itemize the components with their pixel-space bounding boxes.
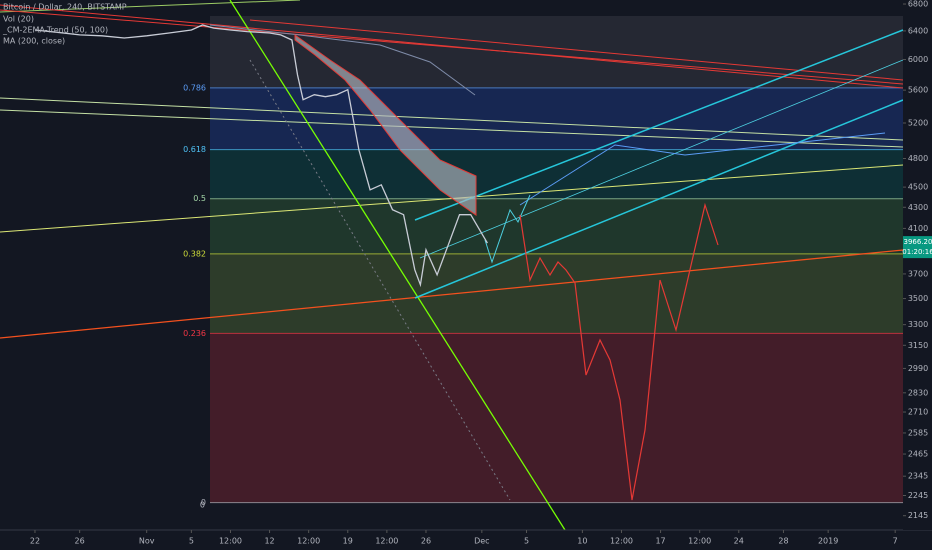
channel-line (419, 59, 904, 259)
x-tick-label: Dec (474, 537, 489, 546)
trend-line (229, 0, 566, 531)
y-tick-label: 5200 (908, 118, 928, 127)
y-tick-label: 2585 (908, 428, 928, 437)
channel-line (414, 29, 904, 221)
x-tick-label: Nov (139, 537, 155, 546)
trend-line (0, 97, 904, 141)
fib-label: 0.236 (183, 329, 206, 338)
x-tick-label: 7 (893, 537, 898, 546)
trend-line (0, 249, 904, 339)
x-tick-label: 26 (421, 537, 431, 546)
y-tick-label: 2465 (908, 450, 928, 459)
x-tick-label: 12:00 (375, 537, 398, 546)
y-tick-label: 2245 (908, 491, 928, 500)
y-tick-label: 3700 (908, 269, 928, 278)
trend-line (249, 59, 511, 501)
x-tick-label: 17 (655, 537, 665, 546)
x-tick-label: 28 (778, 537, 788, 546)
fib-zone (210, 253, 903, 334)
legend-indicator: MA (200, close) (3, 37, 65, 46)
channel-line (414, 99, 904, 299)
projection-arrow (484, 194, 531, 264)
fib-label: 0 (201, 498, 206, 507)
y-tick-label: 4500 (908, 183, 928, 192)
last-price-box (903, 236, 932, 259)
x-tick-label: 22 (30, 537, 40, 546)
countdown: 01:20:16 (902, 248, 932, 256)
fib-label: 0.382 (183, 249, 206, 258)
x-tick-label: 12:00 (297, 537, 320, 546)
fib-zone (210, 333, 903, 503)
x-tick-label: 5 (524, 537, 529, 546)
y-tick-label: 3300 (908, 320, 928, 329)
x-tick-label: 5 (189, 537, 194, 546)
y-tick-label: 4300 (908, 203, 928, 212)
y-tick-label: 3500 (908, 294, 928, 303)
x-tick-label: 12:00 (688, 537, 711, 546)
y-tick-label: 6400 (908, 26, 928, 35)
fib-zone (210, 16, 903, 88)
fib-zone (210, 198, 903, 254)
y-tick-label: 4800 (908, 154, 928, 163)
x-tick-label: 24 (734, 537, 744, 546)
fib-label: 0.618 (183, 145, 206, 154)
y-tick-label: 2830 (908, 388, 928, 397)
fib-label: 0.5 (193, 194, 206, 203)
legend-indicator: _CM-2EMA-Trend (50, 100) (2, 26, 108, 35)
y-tick-label: 6800 (908, 0, 928, 9)
legend-symbol: Bitcoin / Dollar, 240, BITSTAMP (3, 3, 127, 12)
x-tick-label: 10 (577, 537, 587, 546)
x-tick-label: 26 (75, 537, 85, 546)
y-tick-label: 6000 (908, 55, 928, 64)
plot: 0 (34, 24, 488, 510)
y-tick-label: 5600 (908, 86, 928, 95)
forecast-path (519, 202, 719, 501)
volume-tick-label: 0 (200, 501, 205, 510)
trend-line (0, 9, 904, 85)
drawings (0, 0, 904, 531)
trend-line (249, 19, 904, 81)
y-tick-label: 3150 (908, 341, 928, 350)
x-tick-label: 2019 (818, 537, 838, 546)
y-tick-label: 2345 (908, 472, 928, 481)
trend-line (0, 109, 904, 148)
legend-indicator: Vol (20) (3, 15, 34, 24)
x-tick-label: 19 (343, 537, 353, 546)
last-price-label: 3966.20 (904, 238, 932, 246)
price-axis (903, 0, 932, 530)
x-tick-label: 12:00 (610, 537, 633, 546)
x-tick-label: 12:00 (219, 537, 242, 546)
fib-zone (210, 87, 903, 150)
projection-arrow (519, 132, 886, 206)
fib-label: 0.786 (183, 83, 206, 92)
x-tick-label: 12 (264, 537, 274, 546)
price-line (34, 24, 488, 288)
y-tick-label: 2710 (908, 408, 928, 417)
y-tick-label: 2990 (908, 364, 928, 373)
fib-zone (210, 149, 903, 199)
y-tick-label: 4100 (908, 224, 928, 233)
ema-band (294, 34, 477, 216)
ma-line (209, 24, 476, 96)
fib-zones: 0.786 0.618 0.5 0.382 0.236 0 (183, 16, 903, 507)
y-tick-label: 2145 (908, 511, 928, 520)
